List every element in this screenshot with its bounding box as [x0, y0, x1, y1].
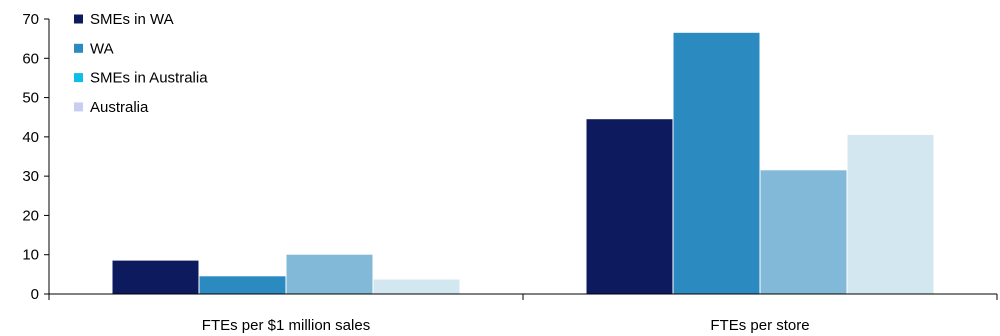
bar-1-4	[373, 279, 460, 294]
bars-layer	[112, 32, 934, 295]
y-tick-label-40: 40	[22, 129, 39, 146]
x-category-label-1: FTEs per $1 million sales	[202, 317, 370, 334]
x-category-label-2: FTEs per store	[710, 317, 809, 334]
legend-label-4: Australia	[90, 99, 149, 116]
y-tick-label-70: 70	[22, 11, 39, 28]
axes-layer: 0 10 20 30 40 50 60 70 FTEs per $1 million sales…	[22, 11, 998, 334]
y-tick-label-20: 20	[22, 207, 39, 224]
bar-2-2	[673, 32, 760, 295]
bar-1-3	[286, 254, 373, 294]
legend-label-3: SMEs in Australia	[90, 70, 208, 87]
legend-swatch-3	[74, 73, 83, 83]
y-tick-label-60: 60	[22, 50, 39, 67]
y-tick-label-30: 30	[22, 168, 39, 185]
legend: SMEs in WA WA SMEs in Australia Australia	[74, 11, 208, 116]
bar-2-1	[586, 119, 673, 294]
legend-label-1: SMEs in WA	[90, 11, 174, 28]
legend-swatch-1	[74, 14, 83, 24]
y-tick-label-50: 50	[22, 90, 39, 107]
bar-1-1	[112, 260, 199, 294]
bar-2-4	[847, 134, 934, 294]
legend-label-2: WA	[90, 40, 114, 57]
y-tick-label-0: 0	[31, 286, 39, 303]
y-tick-label-10: 10	[22, 247, 39, 264]
bar-1-2	[199, 276, 286, 294]
legend-swatch-4	[74, 102, 83, 112]
legend-swatch-2	[74, 43, 83, 53]
bar-2-3	[760, 170, 847, 295]
